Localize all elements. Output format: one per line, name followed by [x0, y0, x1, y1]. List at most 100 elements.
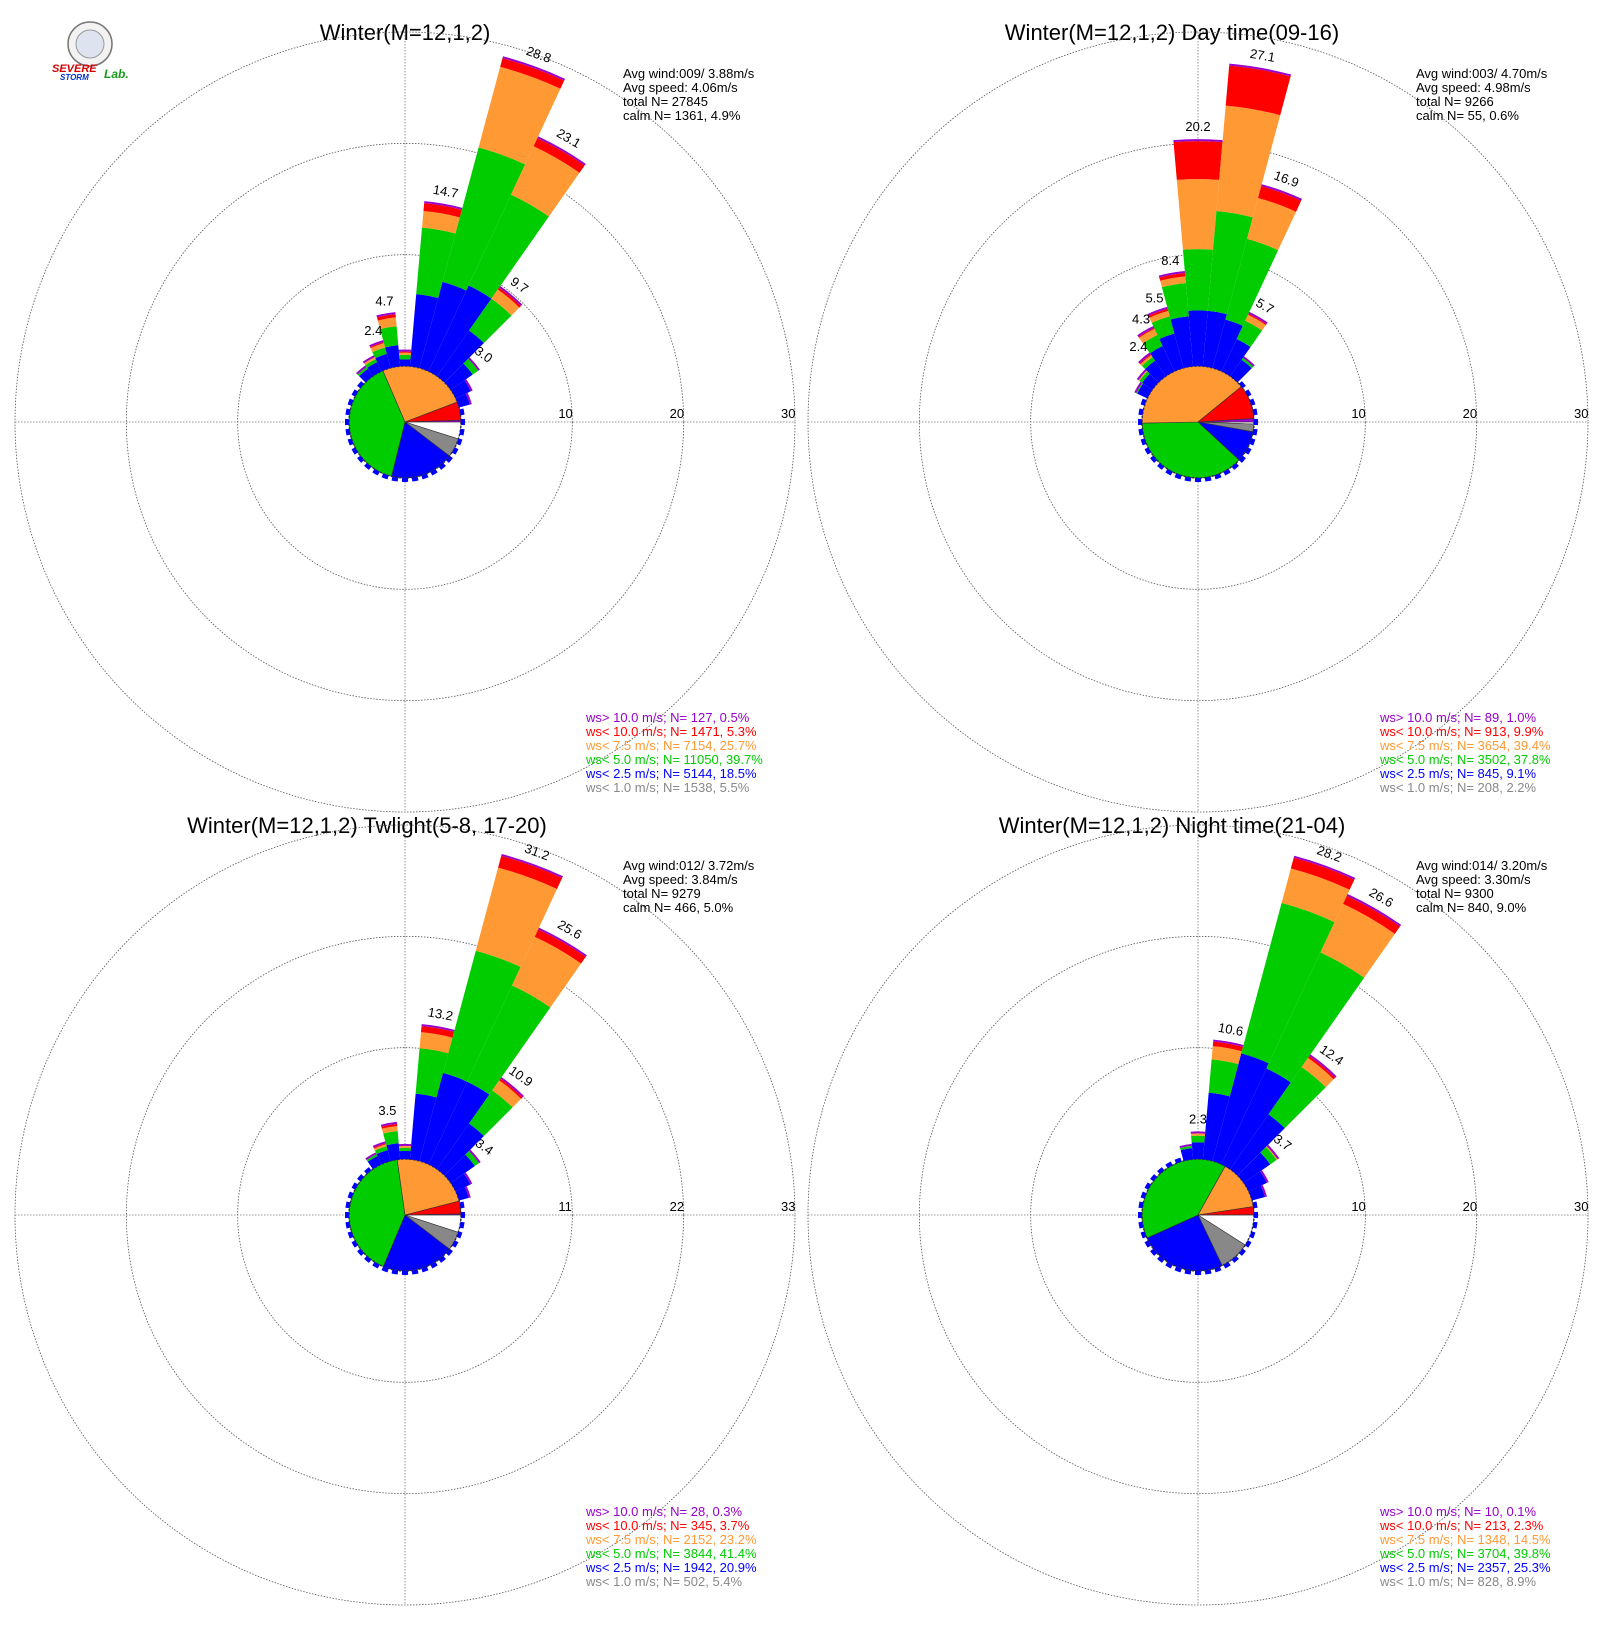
bar-cap: [398, 349, 412, 352]
bar-segment: [1173, 141, 1223, 180]
direction-tick: [381, 473, 389, 480]
bar-segment: [1221, 1068, 1291, 1170]
bar-segment: [1281, 868, 1350, 923]
legend-entry: ws< 1.0 m/s; N= 502, 5.4%: [585, 1574, 743, 1589]
direction-tick: [1138, 428, 1144, 436]
bar-segment: [1176, 178, 1220, 250]
bar-cap: [1309, 1054, 1337, 1078]
direction-tick: [1244, 447, 1252, 455]
direction-tick: [451, 1240, 459, 1248]
stats-line: calm N= 1361, 4.9%: [623, 108, 741, 123]
direction-tick: [411, 476, 419, 482]
bar-cap: [502, 56, 566, 81]
bar-cap: [1242, 356, 1255, 367]
direction-tick: [391, 1269, 399, 1275]
stats-line: total N= 9279: [623, 886, 701, 901]
direction-tick: [1253, 1211, 1258, 1219]
direction-tick: [1238, 381, 1246, 389]
direction-tick: [372, 1261, 380, 1269]
bar-value-label: 28.2: [1315, 842, 1344, 865]
direction-tick: [1165, 1261, 1173, 1269]
direction-tick: [1184, 1269, 1192, 1275]
direction-tick: [1194, 1270, 1202, 1275]
bar-cap: [1138, 352, 1151, 364]
direction-bar: [1230, 356, 1255, 383]
bar-segment: [444, 363, 473, 390]
bar-segment: [444, 1154, 475, 1183]
bar-segment: [415, 1048, 449, 1098]
bar-cap: [465, 392, 472, 405]
bar-segment: [357, 367, 368, 377]
bar-cap: [1293, 855, 1356, 880]
radial-tick-label: 20: [1463, 406, 1477, 421]
bar-segment: [500, 58, 565, 89]
bar-segment: [1148, 308, 1169, 318]
direction-tick: [438, 462, 446, 470]
direction-tick: [1249, 438, 1256, 446]
bar-segment: [498, 855, 563, 890]
bar-cap: [1213, 1039, 1244, 1047]
direction-bar: [455, 1186, 471, 1201]
bar-segment: [366, 1154, 378, 1162]
bar-segment: [1159, 273, 1186, 281]
direction-tick: [1165, 468, 1173, 476]
direction-tick: [1249, 398, 1256, 406]
direction-tick: [357, 381, 365, 389]
legend-entry: ws< 5.0 m/s; N= 3502, 37.8%: [1379, 752, 1551, 767]
direction-tick: [357, 455, 365, 463]
bar-segment: [1139, 371, 1150, 383]
bar-segment: [367, 362, 382, 377]
bar-segment: [463, 358, 479, 375]
legend-entry: ws< 2.5 m/s; N= 5144, 18.5%: [585, 766, 757, 781]
bar-cap: [372, 1141, 386, 1148]
bar-segment: [375, 353, 391, 372]
bar-segment: [1225, 238, 1279, 326]
logo-lab-text: Lab.: [104, 67, 129, 81]
stats-line: Avg wind:009/ 3.88m/s: [623, 66, 755, 81]
bar-value-label: 4.7: [375, 293, 393, 308]
bar-segment: [399, 354, 411, 360]
radial-tick-label: 20: [670, 406, 684, 421]
direction-tick: [345, 408, 351, 416]
stats-line: calm N= 466, 5.0%: [623, 900, 734, 915]
bar-segment: [419, 1072, 468, 1165]
direction-bar: 20.2: [1173, 119, 1223, 367]
direction-tick: [411, 1269, 419, 1275]
direction-tick: [401, 477, 409, 482]
bar-segment: [370, 342, 384, 349]
stats-line: Avg speed: 4.98m/s: [1416, 80, 1531, 95]
direction-bar: [1136, 369, 1159, 390]
bar-segment: [381, 1123, 398, 1129]
direction-bar: 8.4: [1158, 253, 1194, 368]
direction-tick: [1214, 473, 1222, 480]
legend-entry: ws> 10.0 m/s; N= 10, 0.1%: [1379, 1504, 1537, 1519]
direction-tick: [1150, 455, 1158, 463]
bar-segment: [1142, 373, 1159, 390]
bar-segment: [1141, 356, 1156, 370]
direction-tick: [438, 1255, 446, 1263]
direction-tick: [430, 1261, 438, 1269]
bar-segment: [468, 194, 549, 299]
direction-tick: [445, 455, 453, 463]
direction-tick: [381, 1266, 389, 1273]
direction-bar: [398, 349, 412, 367]
direction-tick: [1140, 438, 1147, 446]
direction-tick: [364, 1167, 372, 1175]
stats-line: total N= 9300: [1416, 886, 1494, 901]
direction-tick: [372, 468, 380, 476]
bar-segment: [1188, 310, 1208, 367]
direction-tick: [1157, 1167, 1165, 1175]
bar-cap: [1260, 1184, 1267, 1198]
direction-tick: [1174, 1266, 1182, 1273]
bar-segment: [442, 147, 526, 291]
bar-segment: [399, 359, 411, 367]
windrose-panel-3: Winter(M=12,1,2) Twlight(5-8, 17-20) 11 22…: [14, 813, 795, 1606]
bar-segment: [534, 929, 586, 964]
bar-segment: [499, 1078, 523, 1099]
direction-tick: [1204, 476, 1212, 482]
direction-tick: [1231, 1255, 1239, 1263]
direction-bar: [362, 355, 382, 377]
direction-tick: [1150, 1248, 1158, 1256]
bar-value-label: 5.7: [1253, 295, 1276, 317]
direction-tick: [451, 447, 459, 455]
